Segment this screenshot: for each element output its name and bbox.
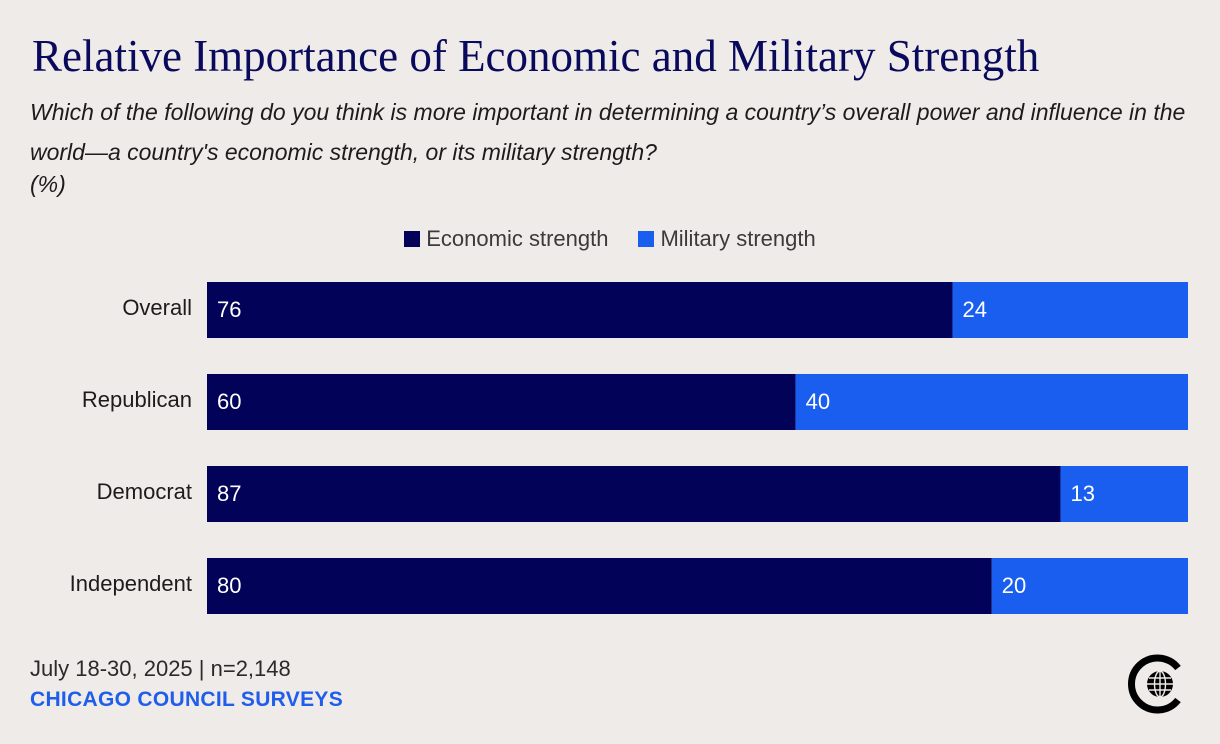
- category-label: Republican: [82, 387, 192, 412]
- data-label-economic: 60: [217, 389, 241, 414]
- data-label-economic: 87: [217, 481, 241, 506]
- chart-subtitle: Which of the following do you think is m…: [30, 99, 1186, 165]
- survey-date: July 18-30, 2025 | n=2,148: [30, 656, 291, 681]
- category-label: Democrat: [97, 479, 192, 504]
- source-label: CHICAGO COUNCIL SURVEYS: [30, 688, 343, 711]
- stacked-bar-chart: Overall 76 24 Republican 60 40 Democrat 87 13 Ind…: [70, 282, 1188, 614]
- legend-item-economic: Economic strength: [404, 226, 608, 252]
- data-label-military: 24: [963, 297, 987, 322]
- data-label-military: 13: [1070, 481, 1094, 506]
- legend-swatch-economic: [404, 231, 421, 247]
- bar-economic: [207, 374, 796, 430]
- legend-label-military: Military strength: [660, 226, 816, 251]
- globe-c-logo-icon: [1128, 654, 1181, 714]
- bar-military: [1060, 466, 1188, 522]
- unit-label: (%): [30, 171, 66, 197]
- data-label-economic: 76: [217, 297, 241, 322]
- legend-label-economic: Economic strength: [426, 226, 609, 251]
- data-label-military: 20: [1002, 573, 1026, 598]
- bar-military: [952, 282, 1188, 338]
- legend-item-military: Military strength: [638, 226, 816, 252]
- legend-swatch-military: [638, 231, 655, 247]
- bar-economic: [207, 558, 992, 614]
- bar-military: [991, 558, 1188, 614]
- bar-military: [795, 374, 1188, 430]
- bar-economic: [207, 466, 1061, 522]
- legend: Economic strength Military strength: [0, 226, 1220, 252]
- data-label-military: 40: [806, 389, 830, 414]
- data-label-economic: 80: [217, 573, 241, 598]
- chart-title: Relative Importance of Economic and Mili…: [32, 31, 1040, 81]
- category-label: Independent: [70, 571, 192, 596]
- bar-economic: [207, 282, 953, 338]
- category-label: Overall: [122, 295, 192, 320]
